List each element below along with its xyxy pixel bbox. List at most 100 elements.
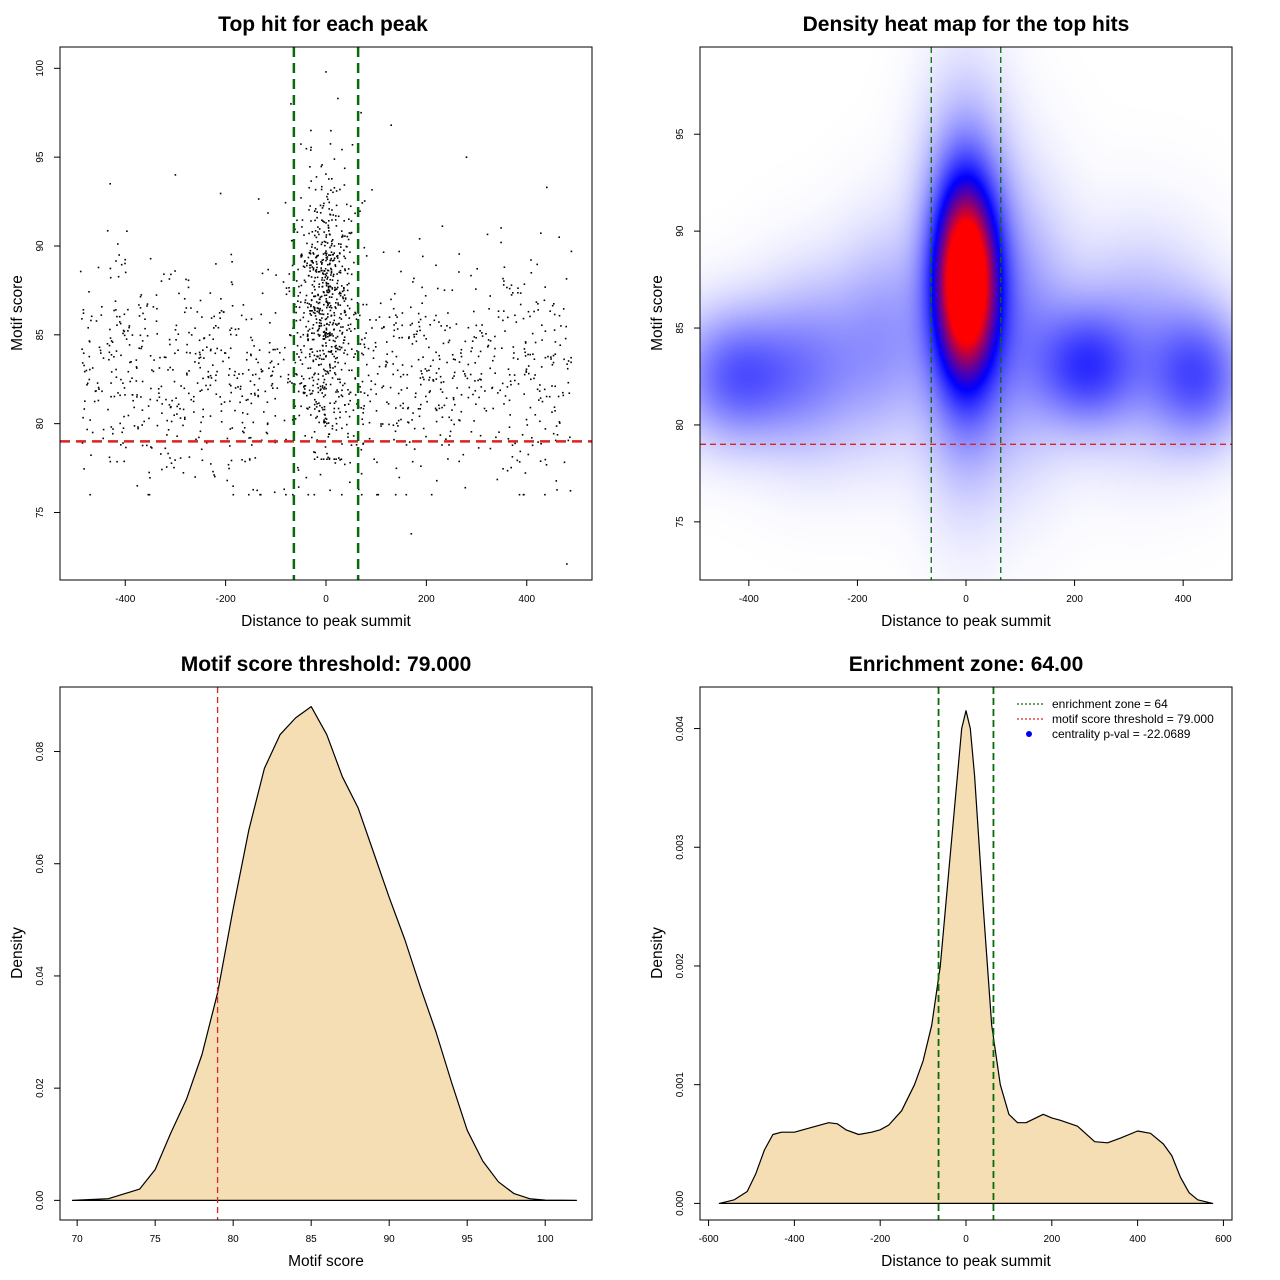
- scatter-point: [337, 378, 339, 380]
- scatter-point: [180, 385, 182, 387]
- scatter-point: [215, 393, 218, 395]
- scatter-point: [480, 379, 482, 381]
- scatter-point: [405, 444, 408, 446]
- scatter-point: [386, 401, 388, 403]
- scatter-point: [330, 314, 333, 317]
- scatter-point: [335, 344, 337, 347]
- scatter-point: [313, 280, 316, 283]
- scatter-point: [363, 405, 365, 407]
- scatter-point: [321, 207, 324, 209]
- scatter-point: [232, 493, 235, 496]
- scatter-point: [323, 388, 325, 390]
- scatter-point: [321, 164, 323, 166]
- scatter-point: [324, 394, 327, 396]
- scatter-point: [346, 423, 348, 426]
- scatter-point: [321, 385, 324, 387]
- scatter-point: [271, 374, 273, 377]
- scatter-point: [551, 385, 553, 387]
- scatter-point: [325, 173, 327, 175]
- scatter-point: [329, 254, 332, 256]
- scatter-point: [309, 355, 311, 358]
- scatter-point: [323, 406, 326, 408]
- scatter-point: [171, 399, 173, 402]
- scatter-point: [109, 460, 112, 463]
- scatter-point: [530, 378, 532, 381]
- scatter-point: [464, 340, 467, 343]
- scatter-point: [527, 365, 530, 367]
- scatter-point: [328, 178, 330, 180]
- scatter-point: [428, 391, 431, 394]
- scatter-point: [163, 356, 166, 358]
- scatter-point: [317, 355, 319, 358]
- scatter-point: [81, 362, 84, 364]
- scatter-point: [340, 246, 342, 248]
- scatter-point: [298, 414, 301, 417]
- scatter-point: [338, 243, 340, 245]
- scatter-point: [328, 230, 330, 232]
- scatter-point: [321, 277, 324, 279]
- scatter-point: [497, 316, 500, 318]
- scatter-point: [122, 332, 124, 335]
- scatter-point: [365, 303, 368, 306]
- scatter-point: [177, 333, 180, 335]
- scatter-point: [156, 333, 158, 335]
- scatter-point: [441, 406, 443, 409]
- scatter-point: [439, 434, 442, 436]
- scatter-point: [300, 382, 303, 384]
- scatter-point: [473, 420, 475, 422]
- scatter-point: [316, 255, 319, 257]
- scatter-point: [424, 368, 427, 370]
- scatter-point: [97, 266, 100, 269]
- scatter-point: [324, 252, 327, 254]
- scatter-point: [253, 384, 256, 386]
- scatter-point: [349, 205, 352, 207]
- scatter-point: [86, 382, 89, 385]
- scatter-point: [300, 254, 302, 257]
- scatter-point: [451, 354, 454, 356]
- scatter-point: [356, 350, 358, 352]
- scatter-point: [308, 275, 310, 277]
- scatter-point: [110, 354, 113, 356]
- scatter-point: [257, 394, 259, 397]
- scatter-point: [177, 403, 180, 406]
- scatter-point: [222, 360, 224, 363]
- scatter-point: [399, 375, 402, 378]
- scatter-point: [310, 348, 313, 350]
- scatter-point: [313, 332, 315, 335]
- scatter-point: [515, 321, 518, 323]
- scatter-point: [511, 444, 514, 446]
- scatter-point: [231, 261, 233, 263]
- scatter-point: [299, 382, 301, 385]
- scatter-point: [169, 406, 172, 409]
- scatter-point: [474, 362, 476, 364]
- scatter-point: [566, 563, 568, 565]
- scatter-point: [324, 446, 327, 448]
- scatter-point: [182, 472, 185, 474]
- scatter-point: [489, 447, 492, 450]
- scatter-point: [354, 353, 356, 355]
- scatter-point: [300, 349, 302, 351]
- scatter-point: [445, 397, 448, 399]
- scatter-point: [314, 372, 316, 375]
- scatter-point: [287, 378, 290, 380]
- scatter-point: [185, 307, 188, 309]
- scatter-point: [174, 329, 177, 331]
- scatter-point: [245, 399, 248, 401]
- scatter-point: [263, 411, 265, 413]
- scatter-point: [223, 311, 225, 313]
- scatter-point: [337, 257, 339, 259]
- scatter-point: [115, 260, 117, 262]
- scatter-point: [316, 211, 318, 213]
- scatter-point: [349, 399, 351, 402]
- scatter-point: [325, 283, 328, 285]
- scatter-point: [567, 360, 570, 362]
- scatter-point: [424, 315, 427, 318]
- scatter-point: [330, 251, 333, 253]
- scatter-xlabel: Distance to peak summit: [241, 613, 411, 630]
- scatter-point: [295, 373, 297, 375]
- scatter-point: [220, 421, 223, 423]
- scatter-point: [194, 352, 197, 355]
- scatter-point: [212, 364, 214, 366]
- scatter-point: [245, 318, 248, 321]
- scatter-point: [340, 394, 343, 396]
